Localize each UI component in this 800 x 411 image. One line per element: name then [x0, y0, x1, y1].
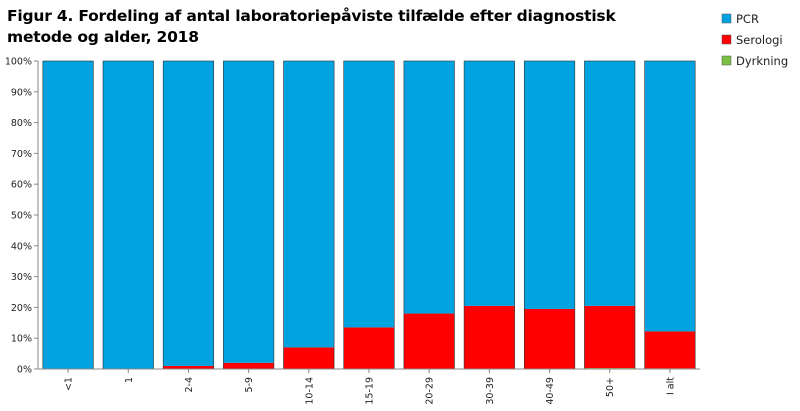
- y-tick-label: 20%: [11, 303, 32, 314]
- bar-serologi-4: [283, 347, 335, 369]
- x-tick-label: 30-39: [485, 377, 496, 405]
- bar-serologi-6: [403, 313, 455, 369]
- x-tick-label: I alt: [665, 377, 676, 395]
- y-tick-label: 80%: [11, 118, 32, 129]
- legend-swatch-dyrkning: [721, 55, 732, 66]
- bar-pcr-2: [163, 61, 214, 366]
- bar-pcr-1: [102, 61, 154, 369]
- bar-serologi-7: [464, 305, 515, 369]
- y-tick-label: 100%: [5, 57, 32, 68]
- bar-pcr-8: [524, 61, 575, 309]
- bar-pcr-4: [283, 61, 335, 348]
- x-tick-label: 2-4: [184, 377, 195, 393]
- x-tick-label: 10-14: [304, 377, 315, 405]
- y-tick-label: 10%: [11, 334, 32, 345]
- x-tick-label: 50+: [605, 377, 616, 397]
- legend: PCR Serologi Dyrkning: [721, 12, 788, 68]
- bar-pcr-3: [223, 61, 274, 363]
- y-tick-label: 30%: [11, 272, 32, 283]
- bars: [42, 60, 696, 370]
- legend-swatch-pcr: [721, 13, 732, 24]
- y-tick-label: 50%: [11, 211, 32, 222]
- bar-serologi-3: [223, 362, 274, 369]
- legend-swatch-serologi: [721, 34, 732, 45]
- legend-label-pcr: PCR: [736, 12, 759, 26]
- x-tick-label: <1: [64, 377, 75, 391]
- y-tick-label: 0%: [17, 365, 32, 376]
- legend-label-serologi: Serologi: [736, 33, 783, 47]
- bar-pcr-10: [644, 61, 696, 332]
- bar-pcr-0: [42, 61, 94, 369]
- x-tick-label: 40-49: [545, 377, 556, 405]
- y-tick-label: 90%: [11, 87, 32, 98]
- y-tick-label: 60%: [11, 180, 32, 191]
- bar-pcr-7: [464, 61, 515, 306]
- x-tick-label: 1: [124, 377, 135, 383]
- x-axis: <1 1 2-4 5-9 10-14 15-19 20-29 30-39 40-49 50+ I a…: [38, 368, 700, 405]
- y-tick-label: 40%: [11, 241, 32, 252]
- x-tick-label: 5-9: [244, 377, 255, 393]
- bar-serologi-2: [163, 365, 214, 369]
- bar-serologi-9: [584, 305, 636, 369]
- y-tick-label: 70%: [11, 149, 32, 160]
- bar-serologi-8: [524, 308, 575, 369]
- y-axis: 0% 10% 20% 30% 40% 50% 60% 70% 80% 90% 100%: [5, 57, 39, 376]
- bar-pcr-6: [403, 61, 455, 314]
- bar-serologi-5: [343, 327, 395, 369]
- x-tick-label: 20-29: [425, 377, 436, 405]
- bar-pcr-9: [584, 61, 636, 306]
- x-tick-label: 15-19: [365, 377, 376, 405]
- chart-title: Figur 4. Fordeling af antal laboratoriep…: [7, 7, 616, 46]
- legend-label-dyrkning: Dyrkning: [736, 54, 788, 68]
- bar-pcr-5: [343, 61, 395, 328]
- bar-serologi-10: [644, 331, 696, 369]
